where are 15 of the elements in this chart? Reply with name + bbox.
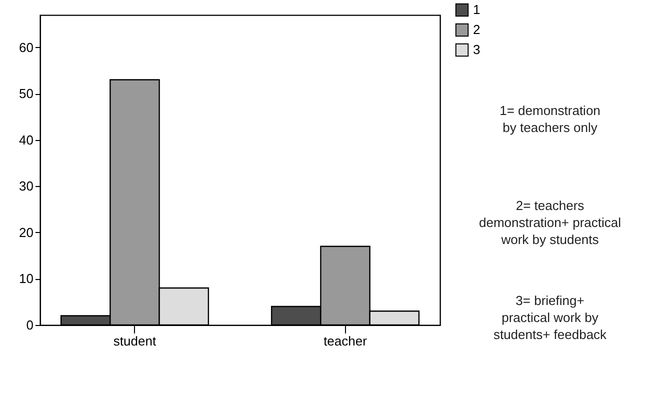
y-tick-label: 0 [26, 318, 34, 332]
text: 1= demonstration by teachers only [500, 103, 600, 135]
text: 3= briefing+ practical work by students+ feedback [493, 293, 608, 342]
y-tick-label: 40 [19, 132, 34, 148]
legend-label: 2 [473, 22, 480, 37]
text: 2= teachers demonstration+ practical work by students [479, 198, 622, 247]
x-tick-label: student [113, 334, 156, 348]
y-tick-label: 30 [19, 178, 34, 194]
y-tick-label: 20 [19, 224, 34, 240]
x-tick-label: teacher [324, 334, 368, 348]
legend-label: 1 [473, 2, 480, 17]
y-tick-label: 10 [19, 271, 34, 286]
legend-label: 3 [473, 42, 480, 57]
y-tick-label: 60 [19, 40, 34, 55]
y-tick-label: 50 [19, 86, 34, 102]
